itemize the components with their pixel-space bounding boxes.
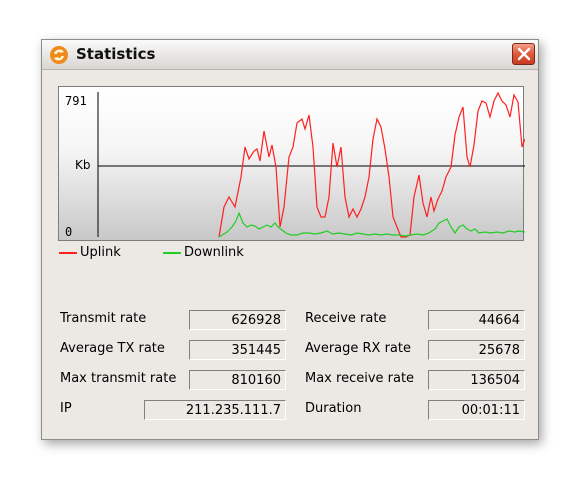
max-transmit-rate-value: 810160 [189, 370, 286, 390]
title-bar[interactable]: Statistics [42, 40, 538, 70]
downlink-swatch [163, 251, 181, 254]
duration-value: 00:01:11 [428, 400, 525, 420]
traffic-graph: 791 Kb 0 [58, 86, 525, 241]
average-rx-rate-label: Average RX rate [305, 341, 411, 356]
average-rx-rate-value: 25678 [428, 340, 525, 360]
transmit-rate-label: Transmit rate [60, 311, 147, 326]
duration-label: Duration [305, 401, 362, 416]
average-tx-rate-label: Average TX rate [60, 341, 165, 356]
legend-downlink: Downlink [163, 245, 244, 260]
legend-uplink-label: Uplink [80, 245, 121, 260]
statistics-window: Statistics 791 Kb 0 Uplink Downlink Tran… [41, 39, 539, 440]
uplink-swatch [59, 251, 77, 254]
y-axis-unit-label: Kb [75, 158, 91, 172]
close-icon [517, 47, 531, 61]
ip-label: IP [60, 401, 72, 416]
transmit-rate-value: 626928 [189, 310, 286, 330]
receive-rate-label: Receive rate [305, 311, 387, 326]
max-transmit-rate-label: Max transmit rate [60, 371, 177, 386]
legend-uplink: Uplink [59, 245, 121, 260]
receive-rate-value: 44664 [428, 310, 525, 330]
ip-value: 211.235.111.7 [144, 400, 286, 420]
uplink-series [218, 91, 525, 238]
y-axis-max-label: 791 [65, 94, 87, 108]
legend-downlink-label: Downlink [184, 245, 244, 260]
downlink-series [218, 211, 525, 238]
close-button[interactable] [512, 43, 535, 65]
average-tx-rate-value: 351445 [189, 340, 286, 360]
window-title: Statistics [76, 45, 156, 63]
max-receive-rate-value: 136504 [428, 370, 525, 390]
y-axis-min-label: 0 [65, 225, 73, 239]
app-logo-icon [50, 46, 68, 64]
max-receive-rate-label: Max receive rate [305, 371, 415, 386]
traffic-graph-plot [97, 91, 525, 238]
